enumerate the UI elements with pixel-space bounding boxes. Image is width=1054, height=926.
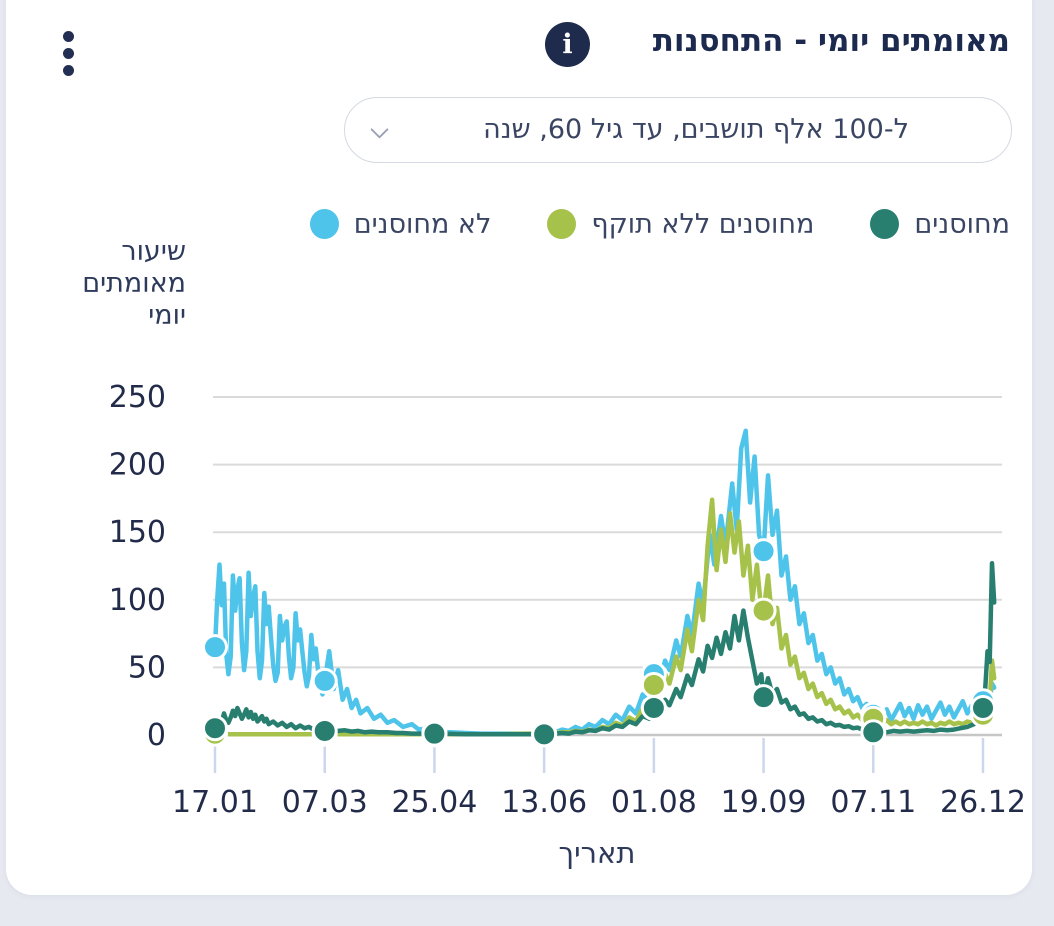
y-tick-label: 0 bbox=[147, 718, 166, 753]
metric-dropdown-value: ל-100 אלף תושבים, עד גיל 60, שנה bbox=[483, 114, 909, 145]
x-tick-label: 07.11 bbox=[830, 785, 916, 820]
series-marker-2[interactable] bbox=[311, 717, 338, 744]
x-axis-title: תאריך bbox=[558, 836, 636, 870]
x-tick-label: 25.04 bbox=[391, 785, 477, 820]
series-line-1 bbox=[212, 497, 997, 737]
info-icon-glyph: i bbox=[562, 29, 573, 60]
x-tick-label: 19.09 bbox=[721, 785, 807, 820]
legend-dot-vaccinated-expired-icon bbox=[547, 209, 577, 239]
series-marker-0[interactable] bbox=[311, 667, 338, 694]
legend-item-vaccinated-expired[interactable]: מחוסנים ללא תוקף bbox=[547, 209, 814, 240]
y-tick-label: 150 bbox=[109, 515, 166, 550]
info-icon[interactable]: i bbox=[545, 22, 590, 67]
y-axis-title: שיעור מאומתים יומי bbox=[82, 236, 186, 331]
kebab-dot-icon bbox=[62, 47, 74, 59]
x-tick-label: 17.01 bbox=[172, 785, 258, 820]
series-marker-2[interactable] bbox=[202, 715, 228, 742]
chart-title: מאומתים יומי - התחסנות bbox=[652, 23, 1010, 59]
series-marker-1[interactable] bbox=[640, 671, 667, 698]
legend-label: מחוסנים bbox=[914, 208, 1010, 240]
legend-label: לא מחוסנים bbox=[353, 208, 492, 240]
y-tick-label: 250 bbox=[109, 380, 166, 415]
legend-label: מחוסנים ללא תוקף bbox=[591, 208, 815, 240]
y-tick-label: 50 bbox=[128, 650, 166, 685]
metric-dropdown[interactable]: ל-100 אלף תושבים, עד גיל 60, שנה bbox=[344, 97, 1012, 163]
kebab-dot-icon bbox=[62, 30, 74, 42]
chart-legend: לא מחוסנים מחוסנים ללא תוקף מחוסנים bbox=[309, 203, 1010, 245]
y-tick-label: 100 bbox=[109, 583, 166, 618]
x-tick-label: 01.08 bbox=[611, 785, 697, 820]
legend-item-unvaccinated[interactable]: לא מחוסנים bbox=[309, 208, 492, 240]
legend-item-vaccinated[interactable]: מחוסנים bbox=[870, 209, 1010, 240]
series-marker-2[interactable] bbox=[640, 694, 667, 721]
x-tick-label: 07.03 bbox=[282, 785, 368, 820]
kebab-menu-button[interactable] bbox=[52, 22, 84, 84]
series-marker-0[interactable] bbox=[202, 634, 228, 661]
series-marker-2[interactable] bbox=[860, 719, 887, 746]
x-tick-label: 13.06 bbox=[501, 785, 587, 820]
series-marker-2[interactable] bbox=[970, 694, 996, 721]
series-marker-2[interactable] bbox=[750, 684, 777, 711]
kebab-dot-icon bbox=[62, 64, 74, 76]
y-tick-label: 200 bbox=[109, 448, 166, 483]
series-marker-2[interactable] bbox=[421, 720, 448, 747]
legend-dot-unvaccinated-icon bbox=[309, 209, 339, 239]
series-marker-0[interactable] bbox=[750, 538, 777, 565]
x-tick-label: 26.12 bbox=[940, 785, 1026, 820]
legend-dot-vaccinated-icon bbox=[870, 209, 900, 239]
series-marker-2[interactable] bbox=[531, 721, 558, 748]
series-marker-1[interactable] bbox=[750, 597, 777, 624]
